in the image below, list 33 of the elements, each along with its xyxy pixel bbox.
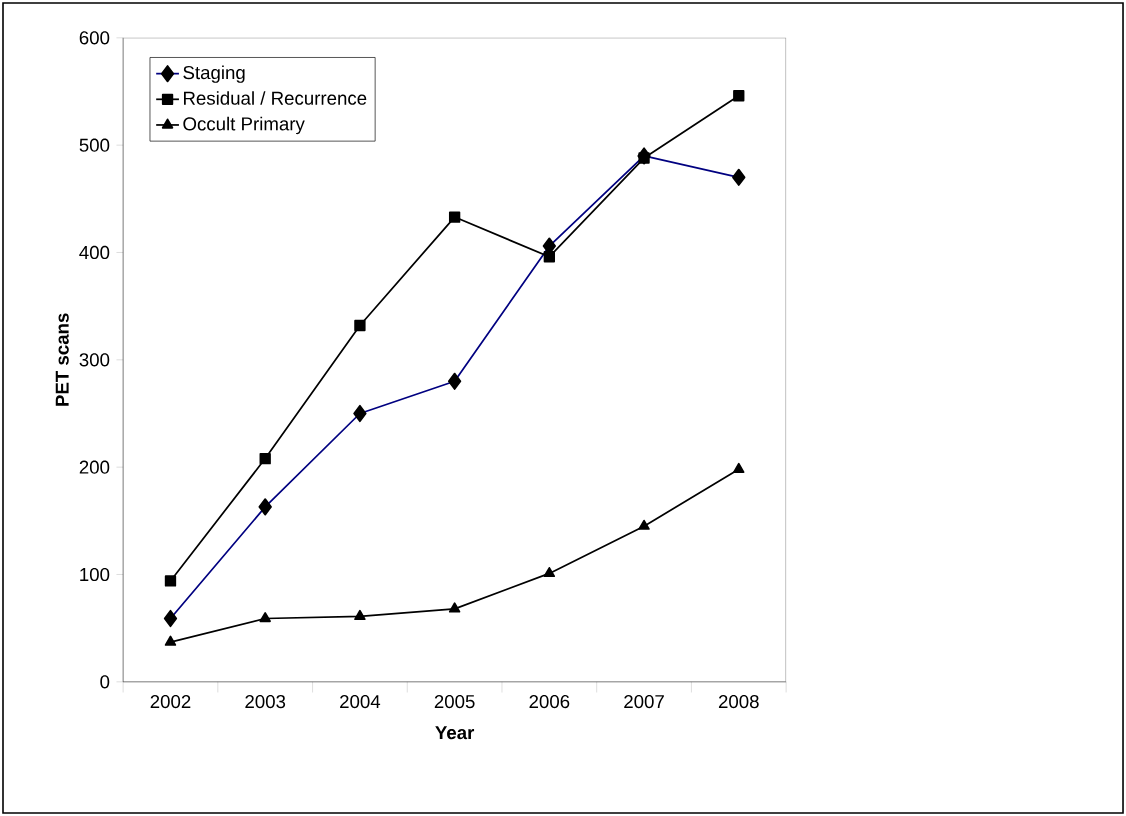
point xyxy=(259,452,271,465)
x-tick-label: 2008 xyxy=(718,694,759,709)
y-tick-label: 600 xyxy=(79,31,110,45)
point xyxy=(448,211,461,223)
x-tick-label: 2004 xyxy=(340,694,381,709)
point xyxy=(354,319,366,332)
y-tick-label: 100 xyxy=(80,567,110,582)
x-tick-label: 2003 xyxy=(245,694,286,709)
x-tick-label: 2002 xyxy=(150,694,191,709)
legend-label: Residual / Recurrence xyxy=(184,91,367,105)
legend-label: Staging xyxy=(183,65,245,83)
x-tick-label: 2007 xyxy=(624,694,664,709)
y-tick-label: 0 xyxy=(100,675,110,689)
point xyxy=(543,251,556,263)
y-tick-label: 500 xyxy=(79,138,110,152)
point xyxy=(448,602,461,613)
y-tick-label: 400 xyxy=(79,245,110,260)
point xyxy=(164,635,177,646)
y-tick-label: 200 xyxy=(79,460,110,474)
point xyxy=(638,519,650,530)
point xyxy=(733,90,745,102)
point xyxy=(164,575,177,587)
legend-label: Occult Primary xyxy=(183,116,305,135)
x-tick-label: 2005 xyxy=(434,694,475,709)
x-tick-label: 2006 xyxy=(529,694,570,709)
point xyxy=(638,152,650,164)
point xyxy=(543,566,556,578)
point xyxy=(354,609,366,621)
point xyxy=(733,462,745,473)
point xyxy=(259,612,271,623)
y-axis-title: PET scans xyxy=(55,313,69,406)
y-tick-label: 300 xyxy=(79,353,110,367)
x-axis-title: Year xyxy=(435,726,475,740)
